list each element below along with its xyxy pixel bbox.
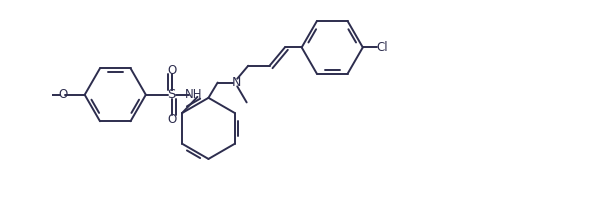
Text: N: N (231, 76, 241, 89)
Text: S: S (168, 88, 176, 101)
Text: O: O (167, 64, 177, 77)
Text: NH: NH (184, 88, 202, 101)
Text: Cl: Cl (376, 41, 388, 54)
Text: O: O (58, 88, 68, 101)
Text: O: O (167, 113, 177, 126)
